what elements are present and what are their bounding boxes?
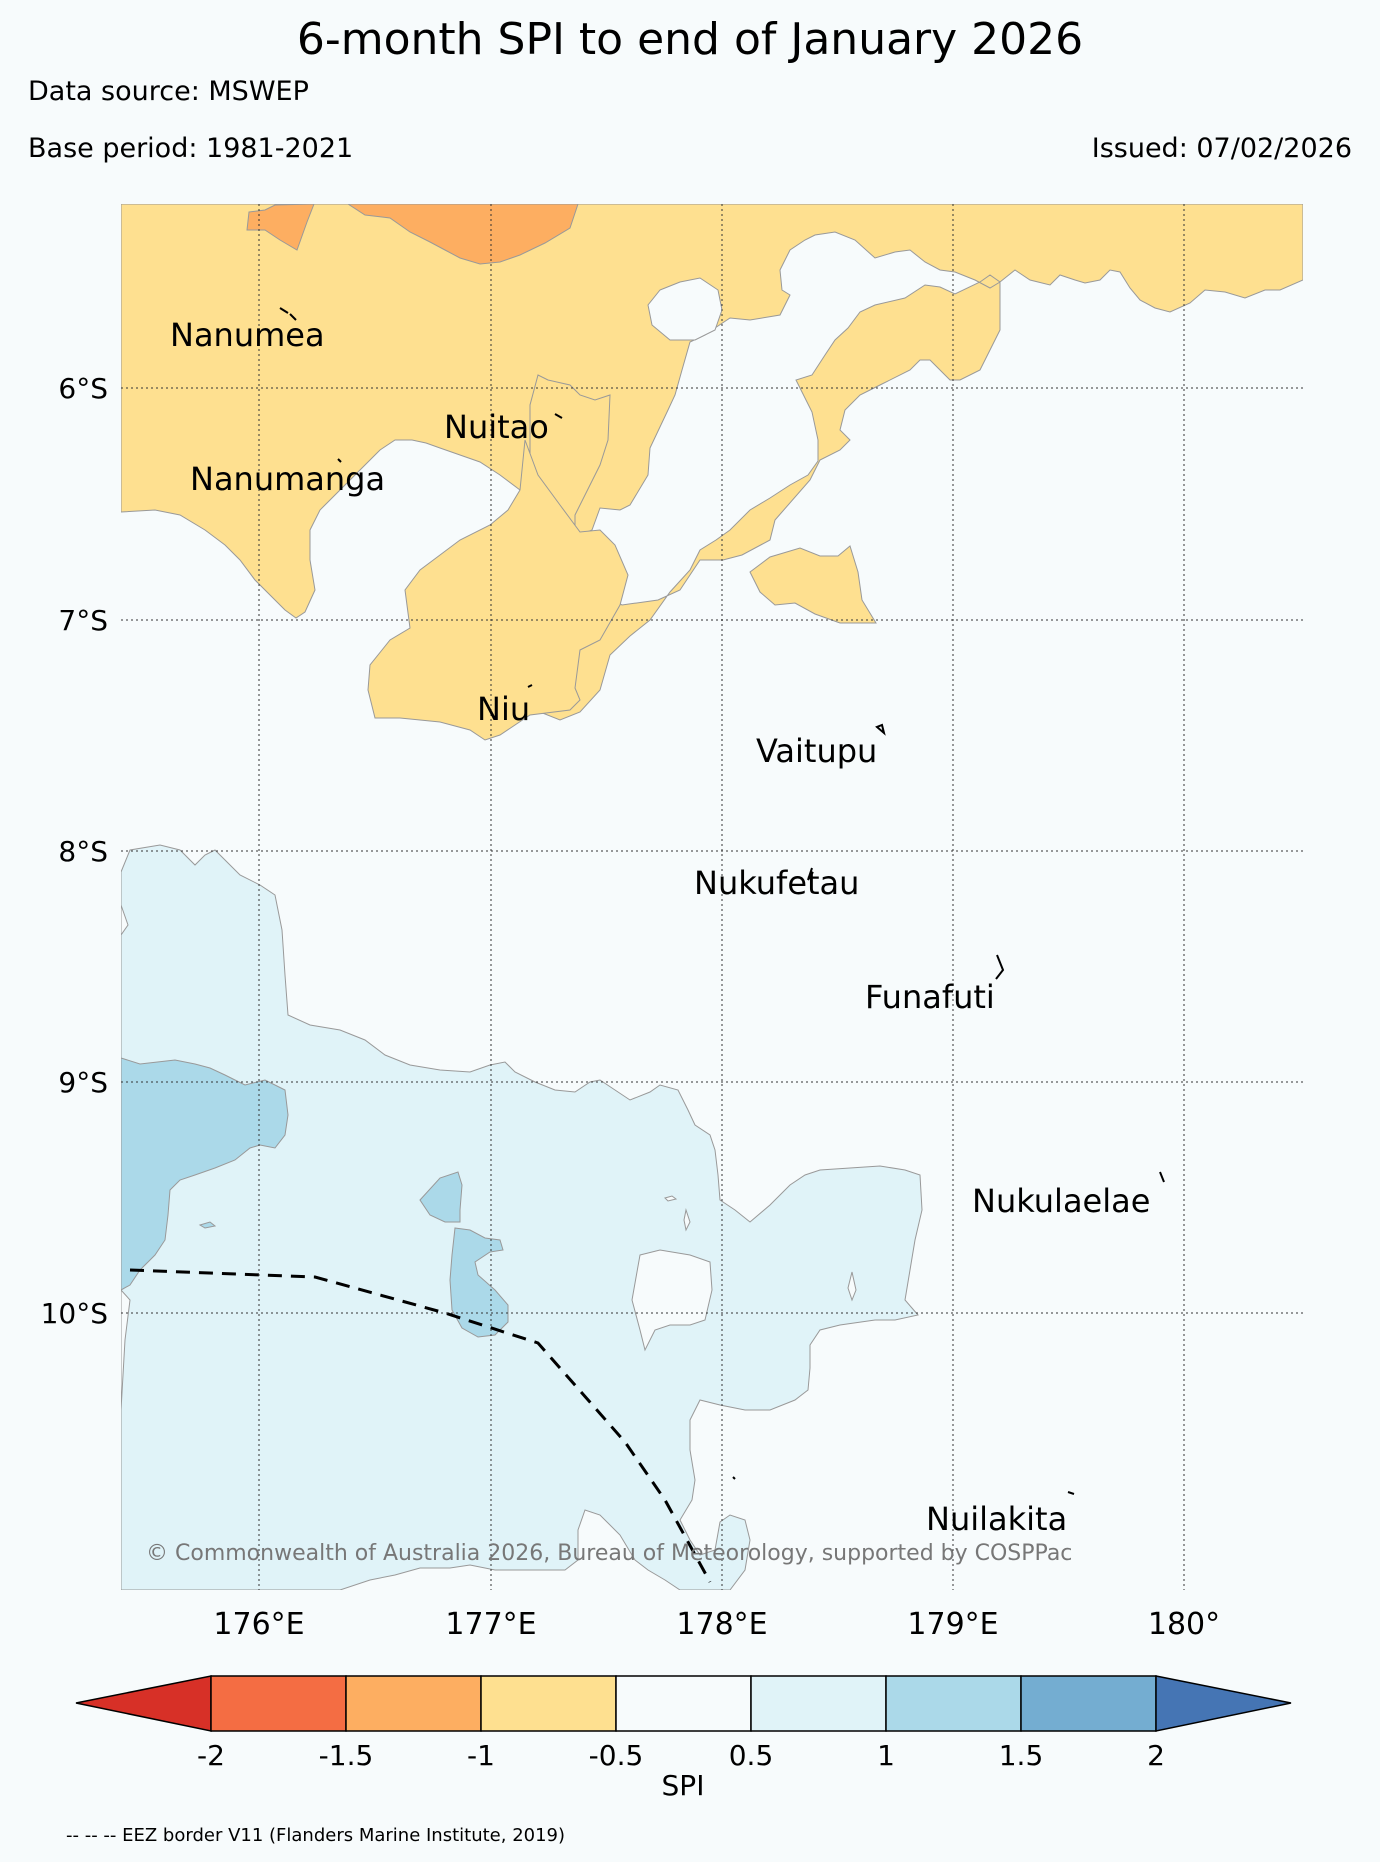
lat-label-9s: 9°S — [58, 1066, 108, 1099]
wet-region-3 — [449, 1227, 509, 1338]
cb-tick-3: -0.5 — [589, 1739, 644, 1772]
place-nukulaelae: Nukulaelae — [972, 1182, 1150, 1220]
place-vaitupu: Vaitupu — [756, 732, 877, 770]
lat-label-7s: 7°S — [58, 604, 108, 637]
wet-region-4 — [198, 1221, 217, 1229]
colorbar-segment-1 — [210, 1675, 347, 1732]
colorbar-extend-high — [1155, 1675, 1292, 1732]
place-niu: Niu — [477, 690, 530, 728]
wet-region-2 — [419, 1171, 463, 1223]
copyright: © Commonwealth of Australia 2026, Bureau… — [146, 1541, 1072, 1566]
cb-tick-2: -1 — [467, 1739, 495, 1772]
nuilakita-islet — [1067, 1491, 1075, 1495]
map-title: 6-month SPI to end of January 2026 — [296, 14, 1084, 65]
dry-region-east — [749, 545, 877, 624]
lon-label-176e: 176°E — [213, 1607, 304, 1642]
nukulaelae-islet — [1159, 1171, 1165, 1183]
lat-label-10s: 10°S — [41, 1297, 108, 1330]
place-nuitao: Nuitao — [444, 408, 549, 446]
cb-tick-1: -1.5 — [319, 1739, 374, 1772]
place-nukufetau: Nukufetau — [694, 864, 859, 902]
cb-tick-6: 1.5 — [999, 1739, 1044, 1772]
dry-region-centre — [367, 439, 629, 741]
colorbar-segment-5 — [750, 1675, 887, 1732]
lat-label-6s: 6°S — [58, 372, 108, 405]
lat-label-8s: 8°S — [58, 835, 108, 868]
normal-hole-south — [631, 1249, 713, 1352]
wet-region-south — [121, 844, 923, 1590]
lon-label-178e: 178°E — [676, 1607, 767, 1642]
nanumea-islet — [279, 307, 297, 321]
lon-label-180: 180° — [1148, 1607, 1220, 1642]
colorbar-segment-3 — [480, 1675, 617, 1732]
issued-date: Issued: 07/02/2026 — [1091, 133, 1352, 164]
base-period: Base period: 1981-2021 — [28, 133, 354, 164]
nanumanga-islet — [337, 458, 342, 463]
nukufetau-islet — [807, 867, 814, 881]
lon-label-179e: 179°E — [907, 1607, 998, 1642]
moderately-dry-patch-2 — [246, 204, 315, 251]
place-nanumanga: Nanumanga — [190, 460, 385, 498]
nuitao-islet — [554, 413, 563, 419]
small-white-islet — [664, 1195, 678, 1202]
funafuti-islet — [995, 954, 1005, 980]
colorbar-segment-2 — [345, 1675, 482, 1732]
wet-region-1 — [121, 1057, 289, 1291]
cb-tick-7: 2 — [1147, 1739, 1165, 1772]
lon-label-177e: 177°E — [445, 1607, 536, 1642]
normal-hole-north — [647, 277, 723, 341]
colorbar — [75, 1675, 1292, 1732]
cb-tick-5: 1 — [877, 1739, 895, 1772]
place-funafuti: Funafuti — [865, 978, 995, 1016]
normal-gap-southwest — [121, 1289, 131, 1411]
gridlines — [121, 204, 1303, 1590]
colorbar-label: SPI — [662, 1769, 705, 1802]
colorbar-segment-6 — [885, 1675, 1022, 1732]
data-source: Data source: MSWEP — [28, 76, 309, 107]
colorbar-extend-low — [75, 1675, 212, 1732]
normal-hole-small-2 — [683, 1208, 691, 1232]
place-nuilakita: Nuilakita — [926, 1500, 1067, 1538]
niu-islet — [527, 684, 533, 688]
moderately-dry-patch-1 — [347, 204, 579, 265]
cb-tick-0: -2 — [197, 1739, 225, 1772]
eez-footnote: -- -- -- EEZ border V11 (Flanders Marine… — [66, 1825, 566, 1846]
colorbar-segment-7 — [1020, 1675, 1157, 1732]
colorbar-segment-4 — [615, 1675, 752, 1732]
place-nanumea: Nanumea — [170, 316, 325, 354]
islet-small-1 — [732, 1476, 736, 1480]
eez-border — [129, 1268, 712, 1583]
island-marks — [279, 307, 1165, 1495]
vaitupu-islet — [875, 723, 886, 736]
normal-wedge-west — [121, 904, 129, 936]
cb-tick-4: 0.5 — [729, 1739, 774, 1772]
normal-hole-small-1 — [847, 1271, 857, 1302]
